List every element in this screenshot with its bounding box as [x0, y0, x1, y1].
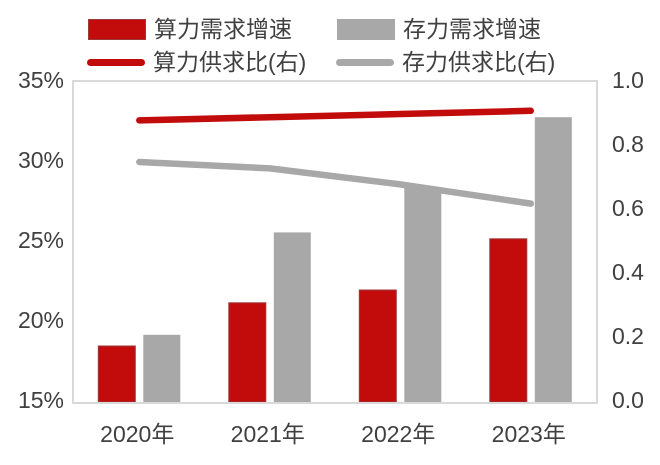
right-axis-tick-1.0: 1.0 [612, 67, 644, 93]
right-axis-tick-0.8: 0.8 [612, 131, 644, 157]
bar-算力需求增速-2022年 [358, 289, 397, 402]
right-axis-tick-0.0: 0.0 [612, 387, 644, 413]
legend-item-computing-supply-demand-ratio: 算力供求比(右) [87, 45, 306, 79]
left-axis-tick-30%: 30% [17, 147, 64, 173]
legend-label-storage-supply-demand-ratio: 存力供求比(右) [402, 49, 556, 75]
gray-line-swatch-icon [336, 58, 394, 66]
left-axis-tick-25%: 25% [17, 227, 64, 253]
bar-算力需求增速-2023年 [489, 238, 528, 402]
legend-label-computing-demand-growth: 算力需求增速 [154, 16, 292, 42]
legend-item-computing-demand-growth: 算力需求增速 [88, 12, 292, 46]
bar-存力需求增速-2021年 [273, 232, 311, 402]
line-存力供求比(右) [136, 158, 535, 207]
red-line-swatch-icon [87, 58, 145, 66]
bar-存力需求增速-2022年 [404, 187, 442, 402]
legend-label-computing-supply-demand-ratio: 算力供求比(右) [153, 49, 307, 75]
plot-area [72, 80, 598, 404]
right-axis-tick-0.4: 0.4 [612, 259, 644, 285]
right-axis-tick-0.6: 0.6 [612, 195, 644, 221]
bar-存力需求增速-2023年 [534, 117, 572, 402]
left-axis-tick-20%: 20% [17, 307, 64, 333]
gray-bar-swatch-icon [337, 18, 395, 40]
legend-item-storage-demand-growth: 存力需求增速 [337, 12, 541, 46]
x-axis-label-2023年: 2023年 [491, 421, 566, 447]
legend-item-storage-supply-demand-ratio: 存力供求比(右) [336, 45, 555, 79]
x-axis-label-2020年: 2020年 [100, 421, 175, 447]
legend-label-storage-demand-growth: 存力需求增速 [403, 16, 541, 42]
x-axis-label-2022年: 2022年 [361, 421, 436, 447]
red-bar-swatch-icon [88, 18, 146, 40]
line-算力供求比(右) [136, 107, 535, 124]
left-axis-tick-15%: 15% [17, 387, 64, 413]
bar-存力需求增速-2020年 [143, 334, 181, 402]
left-axis-tick-35%: 35% [17, 67, 64, 93]
x-axis-label-2021年: 2021年 [230, 421, 305, 447]
chart-plot-svg [97, 107, 572, 402]
bar-算力需求增速-2020年 [97, 345, 136, 402]
right-axis-tick-0.2: 0.2 [612, 323, 644, 349]
bar-算力需求增速-2021年 [228, 302, 267, 402]
